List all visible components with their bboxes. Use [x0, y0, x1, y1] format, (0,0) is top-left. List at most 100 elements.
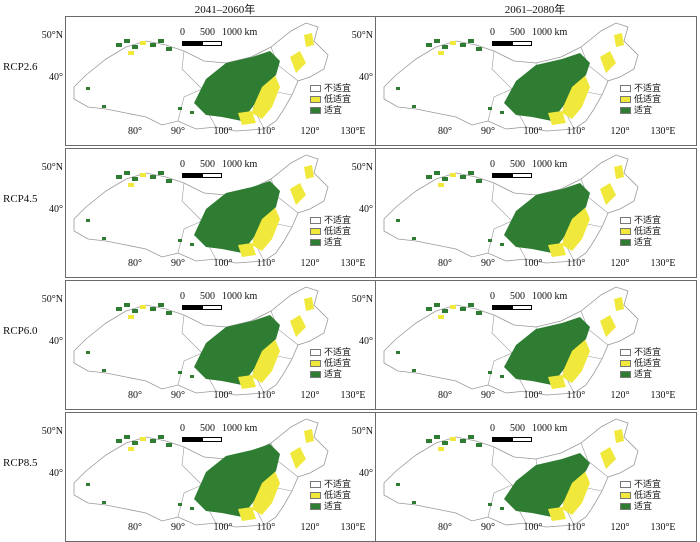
longitude-label: 130°E	[650, 390, 676, 401]
suitable-patch	[116, 175, 122, 179]
province-border	[181, 314, 203, 354]
suitable-patch	[500, 243, 504, 246]
suitable-patch	[116, 43, 122, 47]
longitude-label: 80°	[128, 126, 142, 137]
longitude-label: 130°E	[340, 522, 366, 533]
scale-bar-mid: 500	[200, 27, 215, 38]
suitable-patch	[140, 41, 146, 45]
suitable-patch	[86, 351, 90, 354]
suitable-patch	[178, 107, 182, 110]
legend-swatch	[310, 228, 321, 235]
legend-swatch	[310, 492, 321, 499]
map-panel: 0 500 1000 km 不适宜 低适宜 适宜	[65, 280, 387, 410]
suitable-area	[194, 315, 280, 385]
latitude-label: 40°	[359, 468, 373, 479]
suitable-patch	[158, 39, 164, 43]
longitude-label: 120°	[300, 126, 320, 137]
suitable-patch	[438, 183, 444, 187]
suitable-patch	[426, 439, 432, 443]
legend-swatch	[620, 349, 631, 356]
longitude-label: 100°	[213, 258, 233, 269]
scale-bar-end: 1000 km	[532, 291, 568, 302]
scale-bar-white	[202, 173, 222, 178]
map-panel: 0 500 1000 km 不适宜 低适宜 适宜	[65, 148, 387, 278]
legend: 不适宜 低适宜 适宜	[310, 83, 351, 116]
scale-bar-black	[492, 305, 512, 310]
longitude-label: 100°	[213, 522, 233, 533]
longitude-label: 100°	[523, 390, 543, 401]
suitable-patch	[150, 43, 156, 47]
suitable-patch	[150, 439, 156, 443]
legend-item: 不适宜	[310, 479, 351, 490]
map-panel: 0 500 1000 km 不适宜 低适宜 适宜	[65, 16, 387, 146]
legend: 不适宜 低适宜 适宜	[310, 215, 351, 248]
low-suitable-area	[304, 165, 314, 179]
legend-label: 不适宜	[634, 347, 662, 357]
suitable-patch	[86, 87, 90, 90]
country-outline	[383, 286, 639, 396]
suitable-patch	[426, 175, 432, 179]
legend-label: 不适宜	[324, 215, 352, 225]
suitable-patch	[128, 51, 134, 55]
legend-swatch	[620, 360, 631, 367]
suitable-patch	[150, 307, 156, 311]
suitable-patch	[438, 447, 444, 451]
legend-item: 不适宜	[620, 347, 661, 358]
legend: 不适宜 低适宜 适宜	[310, 479, 351, 512]
province-border	[181, 50, 203, 90]
legend-swatch	[620, 107, 631, 114]
longitude-label: 80°	[438, 522, 452, 533]
suitable-patch	[178, 371, 182, 374]
suitable-patch	[102, 237, 106, 240]
scale-bar-white	[202, 41, 222, 46]
longitude-label: 130°E	[650, 126, 676, 137]
legend-swatch	[620, 239, 631, 246]
scale-bar-black	[492, 173, 512, 178]
longitude-label: 80°	[438, 126, 452, 137]
longitude-label: 130°E	[650, 258, 676, 269]
map-svg	[73, 22, 329, 132]
suitable-patch	[476, 443, 482, 447]
longitude-label: 130°E	[340, 390, 366, 401]
low-suitable-area	[238, 507, 256, 521]
suitable-patch	[102, 369, 106, 372]
suitable-patch	[434, 39, 440, 43]
longitude-label: 90°	[171, 258, 185, 269]
longitude-label: 110°	[566, 126, 586, 137]
legend-swatch	[310, 503, 321, 510]
suitable-patch	[86, 483, 90, 486]
suitable-patch	[476, 47, 482, 51]
suitable-patch	[178, 239, 182, 242]
suitable-patch	[450, 173, 456, 177]
low-suitable-area	[304, 33, 314, 47]
longitude-label: 110°	[256, 390, 276, 401]
suitable-patch	[128, 447, 134, 451]
suitable-patch	[500, 111, 504, 114]
scale-bar-mid: 500	[510, 423, 525, 434]
suitable-patch	[468, 39, 474, 43]
suitable-patch	[132, 441, 138, 445]
longitude-label: 120°	[610, 522, 630, 533]
suitable-patch	[124, 39, 130, 43]
suitable-patch	[442, 177, 448, 181]
legend-label: 适宜	[634, 369, 653, 379]
longitude-label: 120°	[610, 126, 630, 137]
suitable-patch	[396, 87, 400, 90]
low-suitable-area	[600, 315, 616, 337]
scale-bar-zero: 0	[180, 27, 185, 38]
suitable-patch	[124, 435, 130, 439]
suitable-patch	[460, 175, 466, 179]
suitable-patch	[102, 105, 106, 108]
scale-bar-end: 1000 km	[222, 291, 258, 302]
longitude-label: 100°	[523, 126, 543, 137]
legend-swatch	[620, 217, 631, 224]
map-svg	[73, 154, 329, 264]
latitude-label: 40°	[359, 204, 373, 215]
longitude-label: 90°	[481, 390, 495, 401]
legend-swatch	[310, 349, 321, 356]
suitable-patch	[426, 307, 432, 311]
suitable-patch	[412, 501, 416, 504]
suitable-patch	[124, 171, 130, 175]
suitable-patch	[488, 239, 492, 242]
legend-item: 不适宜	[310, 83, 351, 94]
